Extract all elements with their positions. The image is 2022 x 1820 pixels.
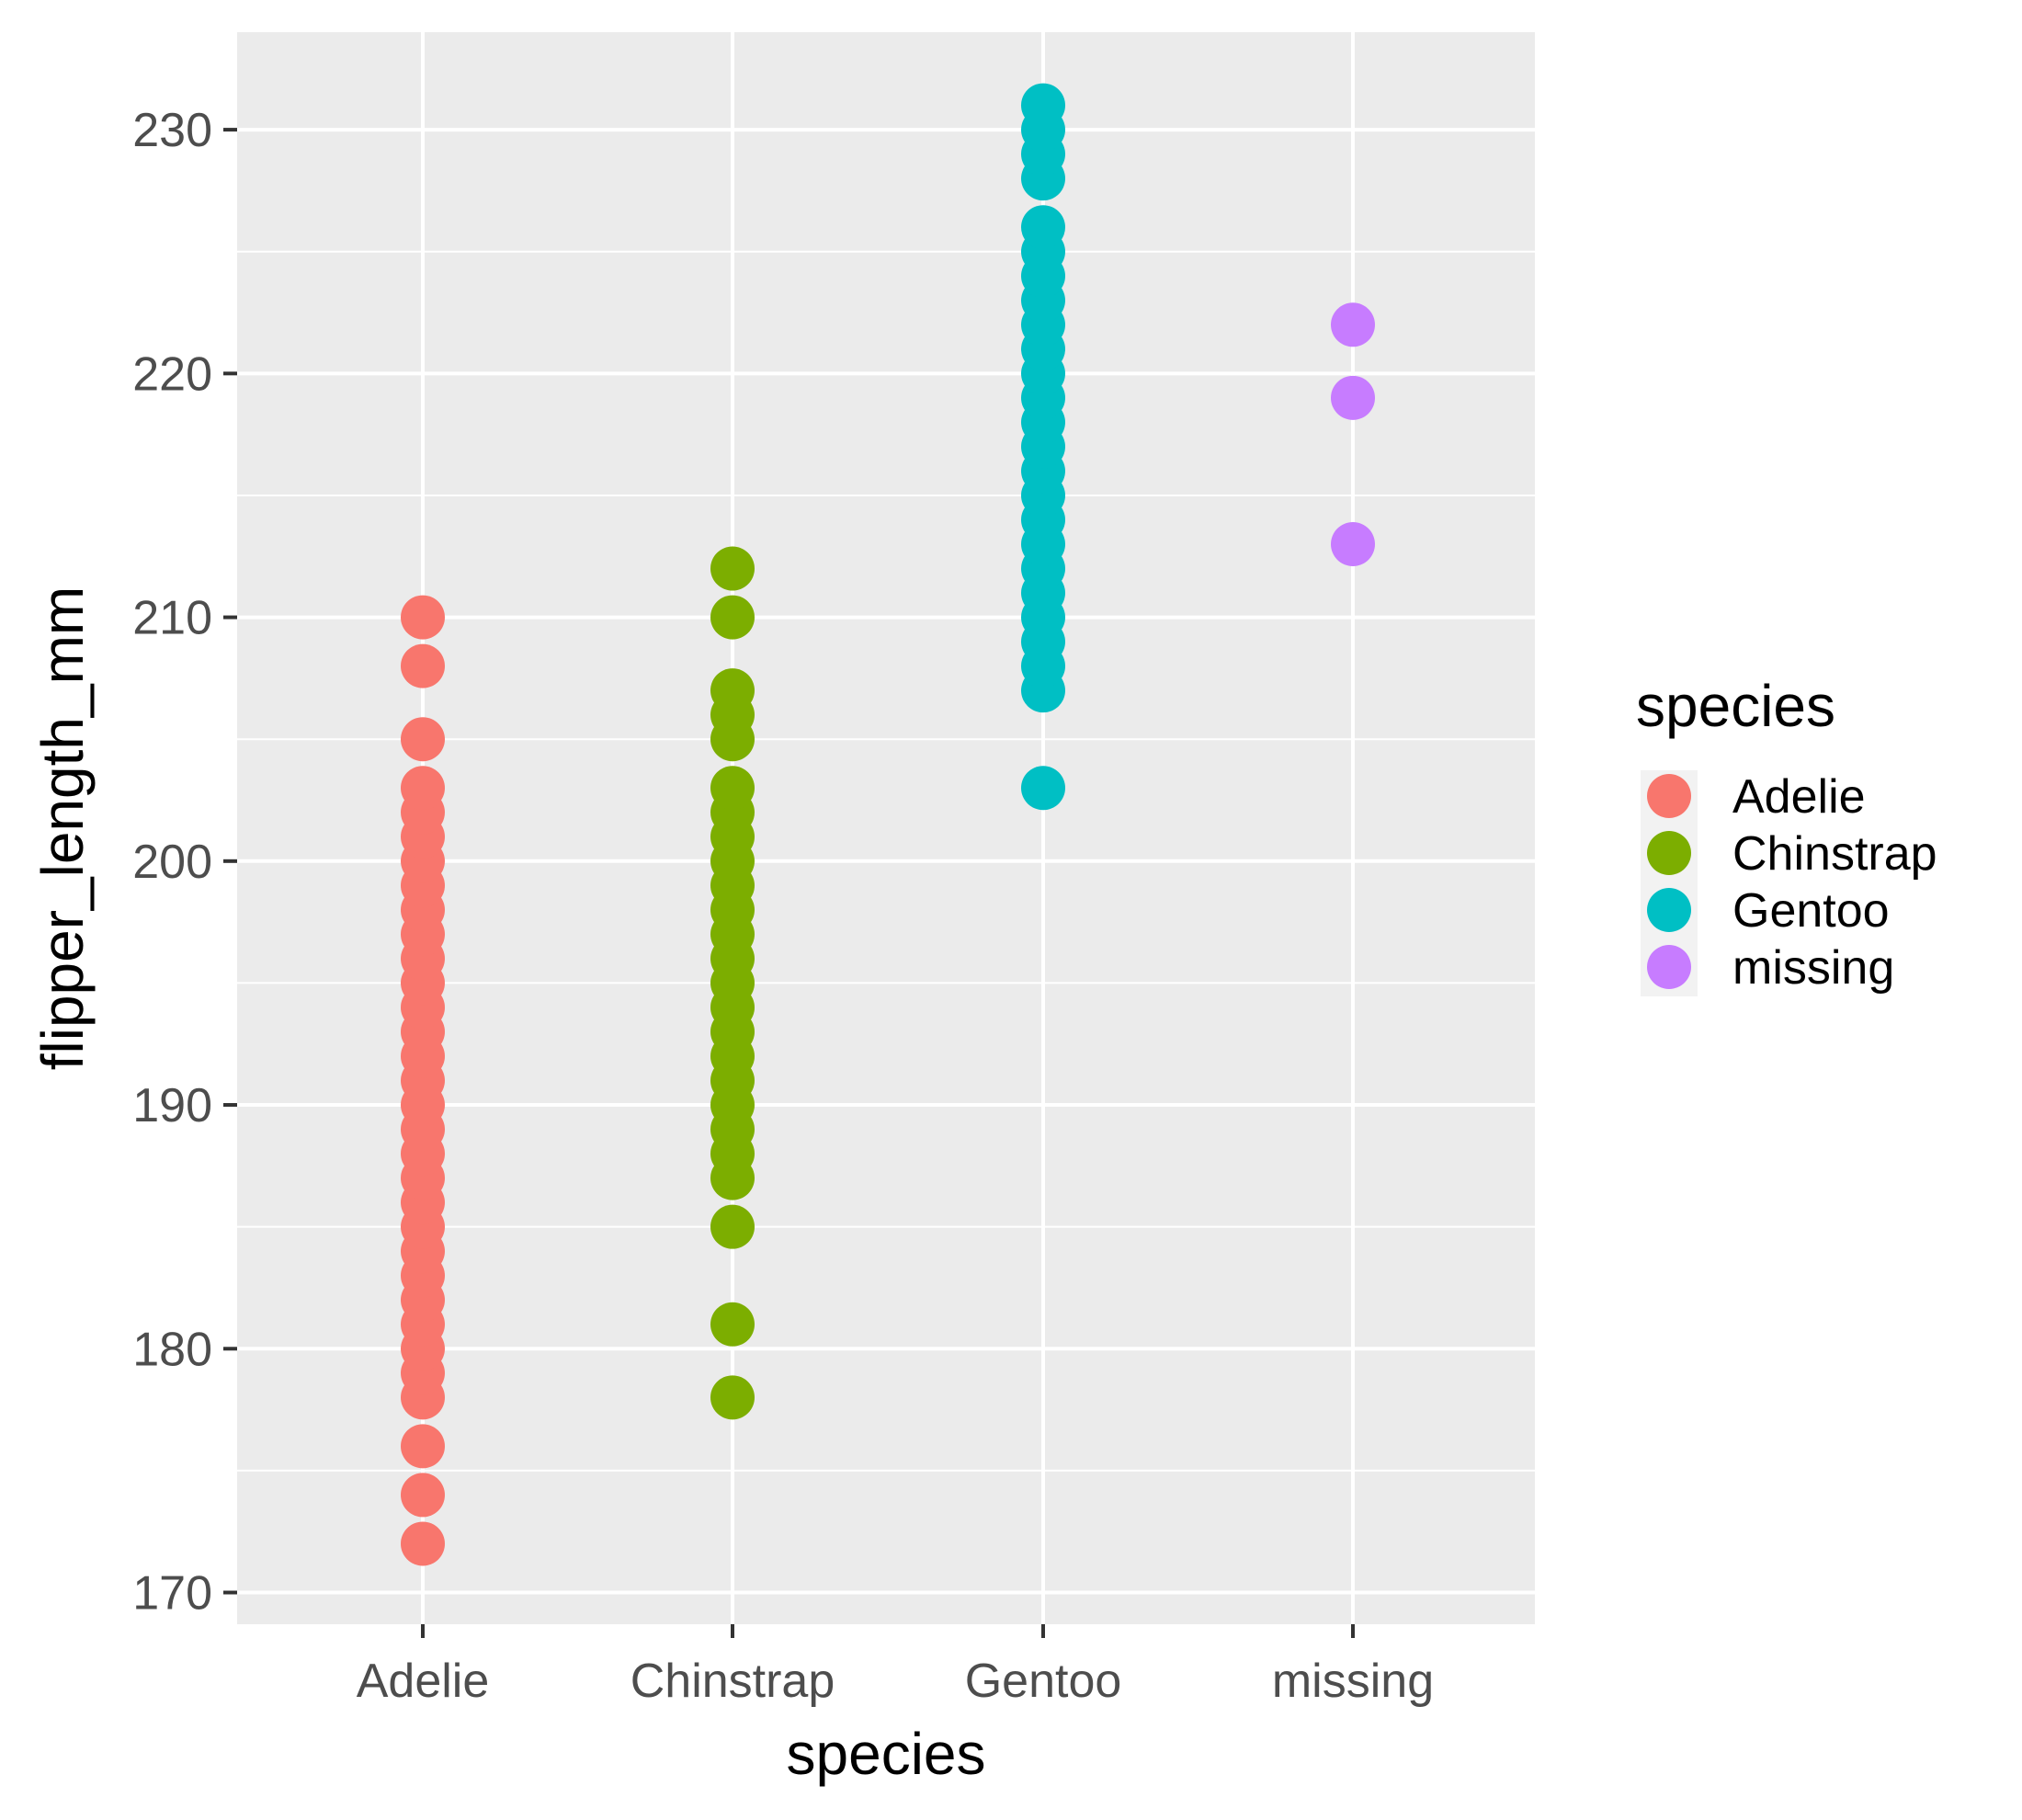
y-tick-label: 220 [132, 347, 212, 401]
legend-key-gentoo [1647, 888, 1691, 932]
data-point-missing [1331, 521, 1375, 566]
legend-label: Adelie [1732, 770, 1866, 824]
data-point-gentoo [1021, 83, 1065, 128]
x-tick-label: missing [1272, 1655, 1434, 1708]
x-tick-label: Chinstrap [630, 1655, 835, 1708]
data-points [401, 83, 1375, 1566]
legend-label: Chinstrap [1732, 827, 1937, 881]
x-axis: Adelie Chinstrap Gentoo missing [357, 1624, 1434, 1708]
data-point-chinstrap [710, 1204, 755, 1249]
data-point-adelie [401, 595, 445, 640]
legend-key-missing [1647, 945, 1691, 989]
data-point-chinstrap [710, 1375, 755, 1420]
y-axis: 170 180 190 200 210 220 230 [132, 104, 237, 1621]
data-point-chinstrap [710, 766, 755, 811]
data-point-adelie [401, 1521, 445, 1566]
data-point-chinstrap [710, 1302, 755, 1347]
y-tick-label: 170 [132, 1567, 212, 1621]
data-point-missing [1331, 375, 1375, 420]
legend-key-chinstrap [1647, 831, 1691, 875]
y-tick-label: 210 [132, 592, 212, 645]
legend-key-adelie [1647, 774, 1691, 818]
legend-label: Gentoo [1732, 884, 1890, 938]
data-point-chinstrap [710, 595, 755, 640]
legend-title: species [1636, 673, 1835, 739]
data-point-adelie [401, 1473, 445, 1518]
y-tick-label: 200 [132, 836, 212, 889]
y-axis-title: flipper_length_mm [29, 586, 96, 1071]
minor-gridlines [237, 250, 1535, 1472]
y-tick-label: 190 [132, 1079, 212, 1132]
data-point-gentoo [1021, 766, 1065, 811]
data-point-adelie [401, 717, 445, 762]
x-tick-label: Adelie [357, 1655, 490, 1708]
plot-panel [237, 32, 1535, 1624]
y-tick-label: 230 [132, 104, 212, 157]
data-point-chinstrap [710, 546, 755, 591]
data-point-adelie [401, 766, 445, 811]
data-point-chinstrap [710, 668, 755, 713]
y-tick-label: 180 [132, 1323, 212, 1376]
x-tick-label: Gentoo [965, 1655, 1122, 1708]
x-axis-title: species [787, 1721, 986, 1787]
data-point-missing [1331, 302, 1375, 347]
legend-label: missing [1732, 941, 1894, 995]
data-point-adelie [401, 643, 445, 688]
data-point-adelie [401, 1424, 445, 1469]
data-point-gentoo [1021, 205, 1065, 250]
